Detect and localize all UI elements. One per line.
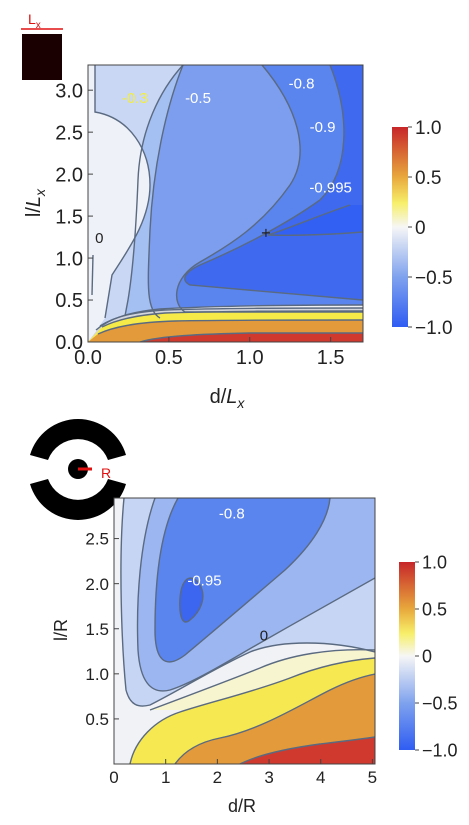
chart-top-frame <box>87 64 364 343</box>
chart-top-y-axis-label: l/Lx <box>23 188 48 217</box>
colorbar-tick-label: −0.5 <box>415 268 453 289</box>
y-tick-label: 3.0 <box>55 80 83 102</box>
y-tick-label: 0.5 <box>55 290 83 312</box>
y-tick-label: 2.5 <box>55 122 83 144</box>
y-tick-label: 2.5 <box>85 530 109 549</box>
x-tick-label: 2 <box>213 768 222 787</box>
x-tick-label: 1 <box>161 768 170 787</box>
x-tick-label: 0.5 <box>155 347 183 369</box>
colorbar-tick-label: 0.5 <box>422 599 447 619</box>
chart-bottom-contour-lines <box>120 498 375 764</box>
x-tick-label: 0.0 <box>74 347 102 369</box>
chart-bottom-frame <box>113 497 376 765</box>
chart-top-plot-area <box>88 65 363 342</box>
inset-bottom-label: R <box>101 465 111 481</box>
y-tick-label: 1.5 <box>55 206 83 228</box>
colorbar-tick-label: −1.0 <box>422 740 458 760</box>
chart-top-colorbar <box>392 127 408 327</box>
contour-region-top-near-zero <box>88 65 150 342</box>
contour-region-top-minus0995 <box>268 205 363 236</box>
chart-bottom-colorbar <box>399 562 415 750</box>
inset-bottom: R <box>30 418 126 520</box>
chart-bottom-y-ticks: 0.5 1.0 1.5 2.0 2.5 <box>85 530 119 729</box>
chart-bottom-x-ticks: 0 1 2 3 4 5 <box>109 759 377 787</box>
x-tick-label: 3 <box>264 768 273 787</box>
chart-top-contour-lines <box>91 65 363 342</box>
colorbar-tick-label: −0.5 <box>422 693 458 713</box>
colorbar-tick-label: 1.0 <box>415 118 441 139</box>
chart-top-minimum-marker <box>261 228 270 237</box>
x-tick-label: 5 <box>368 768 377 787</box>
contour-label: -0.5 <box>185 90 211 107</box>
inset-top: Lx <box>21 11 63 80</box>
x-tick-label: 1.5 <box>317 347 345 369</box>
contour-label: -0.8 <box>289 76 315 93</box>
inset-bottom-arc-lower <box>30 479 126 520</box>
y-tick-label: 0.0 <box>55 332 83 354</box>
colorbar-tick-label: 0.5 <box>415 168 441 189</box>
chart-bottom-colorbar-ticks: 1.0 0.5 0 −0.5 −1.0 <box>415 552 458 760</box>
contour-label: -0.9 <box>310 119 336 136</box>
chart-bottom-x-axis-label: d/R <box>228 796 256 816</box>
colorbar-tick-label: −1.0 <box>415 318 453 339</box>
inset-top-square <box>22 34 62 80</box>
y-tick-label: 1.0 <box>55 248 83 270</box>
y-tick-label: 1.0 <box>85 665 109 684</box>
contour-label: 0 <box>95 230 103 247</box>
contour-label: -0.995 <box>309 180 352 197</box>
contour-region-bottom-red <box>240 737 375 764</box>
x-tick-label: 4 <box>316 768 325 787</box>
y-tick-label: 2.0 <box>85 575 109 594</box>
contour-label: -0.8 <box>219 506 245 523</box>
chart-top: -0.3 -0.5 -0.8 -0.9 -0.995 0 0.0 0.5 1.0 1.5 0.0… <box>23 64 453 411</box>
chart-top-x-ticks: 0.0 0.5 1.0 1.5 <box>74 337 345 369</box>
contour-region-bottom-minus08 <box>155 498 330 662</box>
chart-bottom: -0.8 -0.95 0 0 1 2 3 4 5 0.5 1.0 1.5 2.0 2.5 d/R l/… <box>51 497 458 816</box>
colorbar-tick-label: 0 <box>422 646 432 666</box>
y-tick-label: 1.5 <box>85 620 109 639</box>
chart-top-x-axis-label: d/Lx <box>210 386 246 411</box>
chart-top-colorbar-ticks: 1.0 0.5 0 −0.5 −1.0 <box>408 118 453 339</box>
inset-bottom-arc-upper <box>30 418 126 460</box>
chart-top-contour-labels: -0.3 -0.5 -0.8 -0.9 -0.995 0 <box>95 76 352 247</box>
minimum-marker <box>261 228 270 237</box>
contour-label: 0 <box>260 627 268 644</box>
chart-bottom-y-axis-label: l/R <box>51 619 71 641</box>
y-tick-label: 2.0 <box>55 164 83 186</box>
contour-region-bottom-minus095 <box>179 578 203 622</box>
contour-label: -0.3 <box>122 90 148 107</box>
x-tick-label: 0 <box>109 768 118 787</box>
contour-region-top-minus09 <box>184 65 363 300</box>
y-tick-label: 0.5 <box>85 710 109 729</box>
contour-label: -0.95 <box>187 572 221 589</box>
colorbar-tick-label: 1.0 <box>422 552 447 572</box>
chart-top-y-ticks: 0.0 0.5 1.0 1.5 2.0 2.5 3.0 <box>55 80 93 354</box>
x-tick-label: 1.0 <box>236 347 264 369</box>
inset-top-label: Lx <box>28 11 41 31</box>
colorbar-tick-label: 0 <box>415 218 426 239</box>
chart-bottom-plot-area <box>114 498 375 764</box>
chart-bottom-contour-labels: -0.8 -0.95 0 <box>187 506 268 645</box>
